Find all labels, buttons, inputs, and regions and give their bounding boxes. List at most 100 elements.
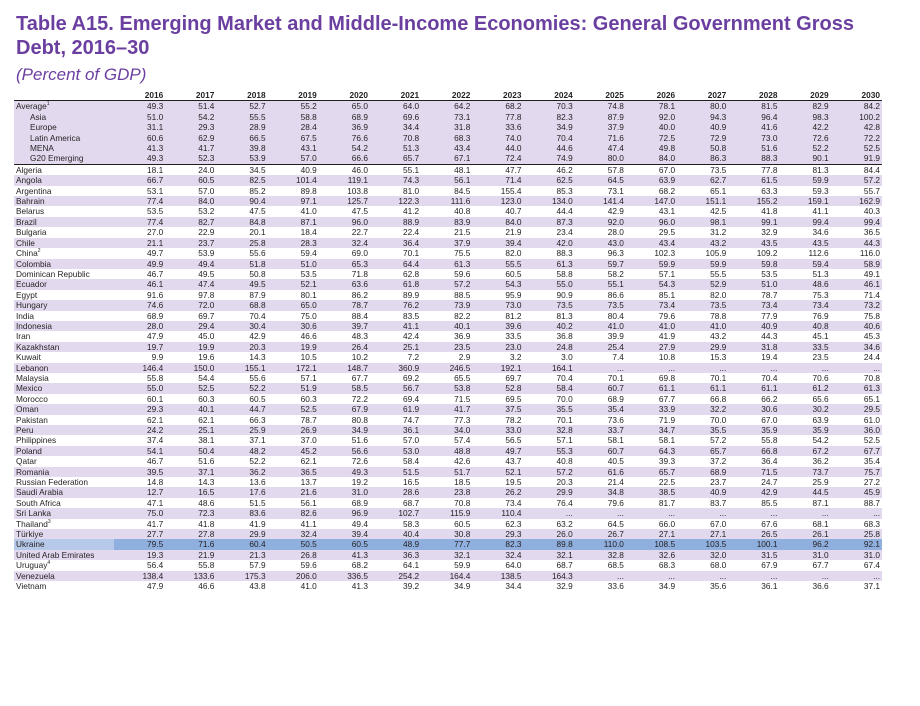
value-cell: 29.5	[658, 227, 676, 238]
value-cell: 58.1	[607, 435, 624, 446]
value-cell: 45.1	[812, 331, 829, 342]
country-row: Hungary 74.6 72.0 68.8 65.0 78.7 76.2 73.9 73.0 7…	[14, 300, 882, 311]
aggregate-row: Average1 49.3 51.4 52.7 55.2 65.0 64.0 64.2 68.2…	[14, 100, 882, 112]
value-cell: 79.5	[114, 539, 166, 550]
value-cell: 57.0	[267, 153, 319, 165]
value-cell: 42.2	[779, 122, 831, 133]
value-cell: 30.6	[728, 404, 780, 415]
value-cell: 41.9	[249, 518, 266, 529]
value-cell: 29.3	[114, 404, 166, 415]
value-cell: 46.7	[147, 268, 164, 279]
row-label-text: Dominican Republic	[16, 268, 90, 279]
value-cell: 2.9	[458, 352, 471, 363]
value-cell: 59.9	[677, 258, 729, 269]
value-cell: 58.8	[556, 268, 573, 279]
value-cell: 40.0	[625, 122, 678, 133]
value-cell: 37.4	[147, 435, 164, 446]
row-label-text: India	[16, 310, 34, 321]
row-label-text: Oman	[16, 404, 39, 415]
value-cell: 110.0	[574, 539, 626, 550]
value-cell: 26.5	[728, 529, 780, 540]
value-cell: ...	[728, 362, 780, 373]
value-cell: 90.4	[216, 196, 268, 207]
value-cell: 43.1	[267, 143, 319, 154]
year-header: 2027	[677, 90, 729, 102]
value-cell: 35.5	[677, 425, 729, 436]
value-cell: 16.5	[165, 487, 217, 498]
value-cell: 32.1	[421, 549, 473, 561]
value-cell: 28.9	[216, 122, 268, 133]
row-label: Bahrain	[14, 196, 115, 207]
value-cell: 68.2	[472, 100, 524, 112]
value-cell: 85.1	[658, 289, 676, 300]
value-cell: 36.8	[556, 331, 573, 342]
value-cell: 67.9	[318, 404, 370, 415]
value-cell: 49.4	[351, 518, 368, 529]
value-cell: 73.5	[574, 300, 626, 311]
value-cell: 39.5	[114, 466, 166, 478]
year-header: 2016	[114, 90, 166, 102]
value-cell: 74.0	[472, 132, 524, 144]
country-row: Kuwait 9.9 19.6 14.3 10.5 10.2 7.2 2.9 3.2 3.0 7.4…	[14, 352, 882, 362]
value-cell: 40.5	[607, 456, 624, 467]
value-cell: 54.3	[625, 279, 678, 290]
value-cell: 109.2	[756, 248, 778, 259]
value-cell: 62.5	[523, 175, 575, 186]
value-cell: 80.4	[607, 310, 624, 321]
value-cell: 67.7	[351, 372, 368, 383]
value-cell: 43.5	[779, 237, 831, 249]
value-cell: 69.7	[505, 372, 522, 383]
value-cell: 88.7	[863, 497, 880, 508]
value-cell: 33.5	[505, 331, 522, 342]
value-cell: 73.9	[421, 300, 473, 311]
country-row: Thailand3 41.7 41.8 41.9 41.1 49.4 58.3 60.5 62.…	[14, 519, 882, 529]
country-row: India 68.9 69.7 70.4 75.0 88.4 83.5 82.2 81.2 81.…	[14, 311, 882, 321]
row-label: Ukraine	[14, 539, 115, 550]
value-cell: 162.9	[830, 196, 882, 207]
value-cell: 100.1	[728, 539, 780, 550]
value-cell: 67.7	[658, 393, 676, 404]
value-cell: 83.6	[216, 508, 268, 519]
value-cell: ...	[677, 362, 729, 373]
value-cell: 68.9	[147, 310, 164, 321]
value-cell: 67.7	[830, 445, 882, 457]
value-cell: 52.5	[863, 435, 880, 446]
value-cell: 50.4	[165, 445, 217, 457]
value-cell: 87.9	[249, 289, 266, 300]
value-cell: 74.3	[369, 175, 422, 186]
value-cell: 57.2	[421, 279, 473, 290]
value-cell: ...	[830, 508, 882, 519]
value-cell: 41.1	[300, 518, 317, 529]
value-cell: 63.2	[556, 518, 573, 529]
value-cell: 38.5	[625, 487, 678, 498]
value-cell: 81.0	[402, 185, 420, 196]
value-cell: 65.1	[710, 185, 727, 196]
value-cell: 15.3	[710, 352, 727, 363]
value-cell: 51.8	[216, 258, 268, 269]
value-cell: 77.7	[421, 539, 473, 550]
value-cell: 46.7	[147, 456, 164, 467]
value-cell: 96.4	[728, 111, 780, 123]
value-cell: 51.0	[267, 258, 319, 269]
value-cell: 59.9	[625, 258, 678, 269]
value-cell: 32.1	[523, 549, 575, 561]
value-cell: 81.2	[505, 310, 522, 321]
value-cell: 30.2	[779, 404, 831, 415]
value-cell: 75.0	[114, 508, 166, 519]
value-cell: 70.0	[556, 393, 573, 404]
country-row: Dominican Republic 46.7 49.5 50.8 53.5 71.8 62…	[14, 269, 882, 279]
value-cell: 49.7	[147, 248, 164, 259]
value-cell: 40.9	[677, 487, 729, 498]
value-cell: 66.8	[710, 393, 727, 404]
value-cell: 86.6	[607, 289, 624, 300]
value-cell: 49.3	[114, 153, 166, 165]
value-cell: 48.9	[369, 539, 422, 550]
row-label: United Arab Emirates	[14, 549, 115, 561]
value-cell: 60.5	[505, 268, 522, 279]
row-label: Chile	[14, 237, 115, 249]
value-cell: 51.0	[728, 279, 780, 290]
value-cell: 70.1	[556, 414, 573, 425]
value-cell: 30.6	[267, 320, 319, 332]
value-cell: 18.5	[454, 477, 471, 488]
value-cell: 84.2	[830, 100, 882, 112]
